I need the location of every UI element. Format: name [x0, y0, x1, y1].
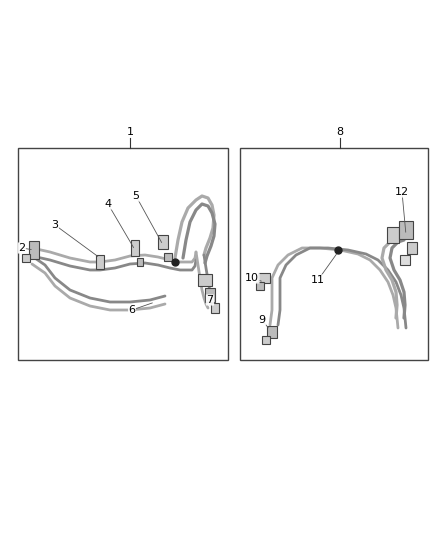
- Text: 6: 6: [128, 305, 135, 315]
- Bar: [18, 148, 228, 360]
- Text: 12: 12: [395, 187, 409, 197]
- Bar: [96, 255, 104, 269]
- Bar: [205, 288, 215, 302]
- Bar: [131, 240, 139, 256]
- Text: 11: 11: [311, 275, 325, 285]
- Bar: [399, 221, 413, 239]
- Text: 10: 10: [245, 273, 259, 283]
- Text: 1: 1: [127, 127, 134, 137]
- Bar: [164, 253, 172, 261]
- Text: 4: 4: [104, 199, 112, 209]
- Bar: [29, 241, 39, 259]
- Bar: [22, 254, 30, 262]
- Bar: [211, 303, 219, 313]
- Text: 9: 9: [258, 315, 265, 325]
- Bar: [158, 235, 168, 249]
- Bar: [240, 148, 428, 360]
- Bar: [400, 255, 410, 265]
- Text: 8: 8: [336, 127, 343, 137]
- Bar: [267, 326, 277, 338]
- Bar: [137, 258, 143, 266]
- Bar: [407, 242, 417, 254]
- Text: 5: 5: [133, 191, 139, 201]
- Bar: [258, 273, 270, 283]
- Text: 2: 2: [18, 243, 25, 253]
- Bar: [198, 274, 212, 286]
- Text: 7: 7: [206, 295, 214, 305]
- Bar: [256, 282, 264, 290]
- Text: 3: 3: [52, 220, 59, 230]
- Bar: [387, 227, 399, 243]
- Bar: [262, 336, 270, 344]
